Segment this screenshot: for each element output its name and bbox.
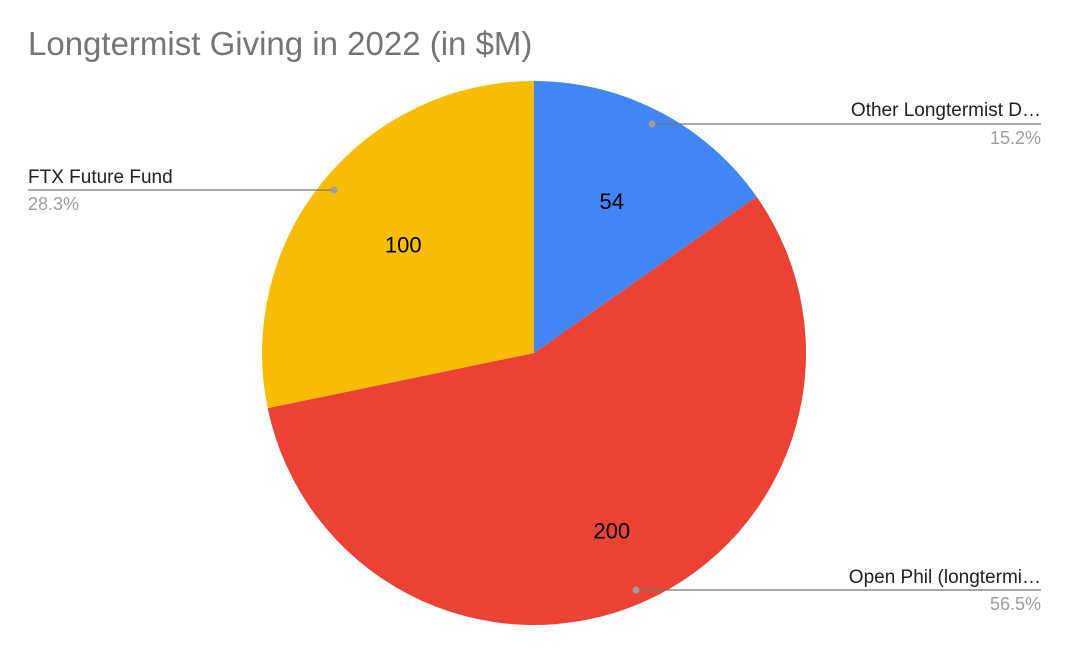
- slice-value-label: 200: [593, 519, 630, 544]
- slice-value-label: 100: [385, 232, 422, 257]
- slice-value-label: 54: [600, 189, 624, 214]
- callout-percent-other-longtermist-d: 15.2%: [990, 128, 1041, 148]
- callout-percent-ftx-future-fund: 28.3%: [28, 194, 79, 214]
- callout-percent-open-phil-longtermi: 56.5%: [990, 594, 1041, 614]
- callout-dot: [330, 186, 338, 194]
- callout-label-open-phil-longtermi: Open Phil (longtermi…: [849, 567, 1041, 588]
- callout-label-ftx-future-fund: FTX Future Fund: [28, 167, 173, 188]
- callout-dot: [648, 120, 656, 128]
- chart-title: Longtermist Giving in 2022 (in $M): [28, 25, 532, 62]
- pie-slice-other-longtermist-d[interactable]: [534, 81, 757, 353]
- pie-slice-ftx-future-fund[interactable]: [262, 81, 534, 409]
- callout-dot: [632, 586, 640, 594]
- pie-callouts: Other Longtermist D… 15.2% Open Phil (long…: [28, 100, 1041, 614]
- pie-slice-open-phil-longtermi[interactable]: [267, 196, 807, 625]
- pie-slices: 54 200 100: [262, 81, 807, 625]
- callout-label-other-longtermist-d: Other Longtermist D…: [851, 100, 1041, 121]
